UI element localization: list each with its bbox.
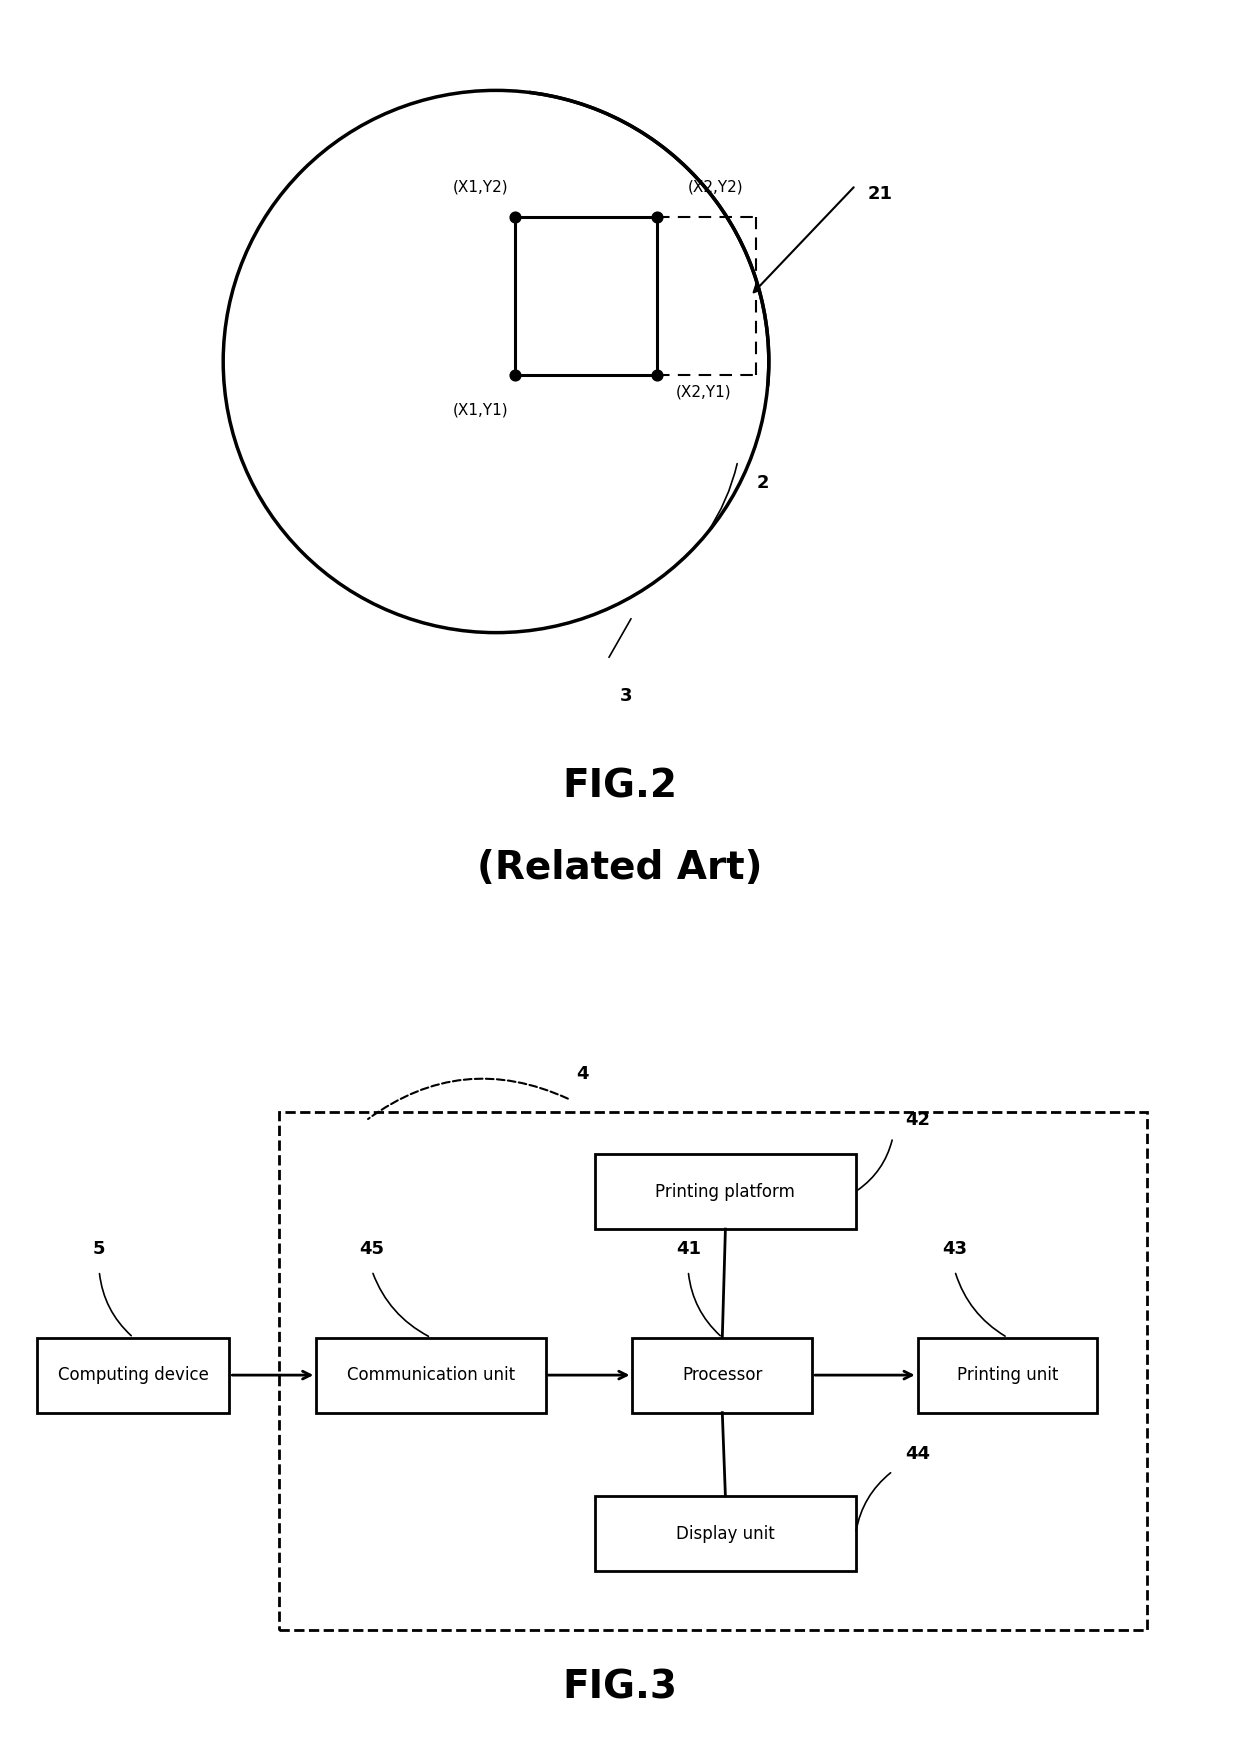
Text: 44: 44 [905,1444,930,1463]
Point [505,203,525,231]
Text: (X1,Y2): (X1,Y2) [453,179,508,195]
Text: 21: 21 [868,186,893,203]
Text: (X2,Y1): (X2,Y1) [676,384,732,400]
Text: 45: 45 [360,1241,384,1258]
Text: Printing unit: Printing unit [957,1366,1058,1383]
Text: FIG.2: FIG.2 [563,766,677,805]
Text: 41: 41 [676,1241,701,1258]
Bar [595,1154,856,1229]
Bar [279,1112,1147,1630]
Text: 43: 43 [942,1241,967,1258]
Text: Display unit: Display unit [676,1524,775,1543]
Bar [316,1338,546,1413]
Text: 2: 2 [756,474,769,492]
Text: 42: 42 [905,1111,930,1130]
Text: Printing platform: Printing platform [656,1182,795,1201]
Point [647,203,667,231]
Text: 3: 3 [620,687,632,706]
Text: (X2,Y2): (X2,Y2) [688,179,744,195]
Bar [37,1338,229,1413]
Text: (Related Art): (Related Art) [477,848,763,886]
Text: 5: 5 [93,1241,105,1258]
Text: (X1,Y1): (X1,Y1) [453,401,508,417]
Text: FIG.3: FIG.3 [563,1668,677,1707]
Point [647,362,667,389]
Bar [632,1338,812,1413]
Point [505,362,525,389]
Bar [918,1338,1097,1413]
Text: Communication unit: Communication unit [347,1366,515,1383]
Text: Processor: Processor [682,1366,763,1383]
Text: Computing device: Computing device [58,1366,208,1383]
Bar [595,1496,856,1571]
Text: 4: 4 [577,1065,589,1083]
